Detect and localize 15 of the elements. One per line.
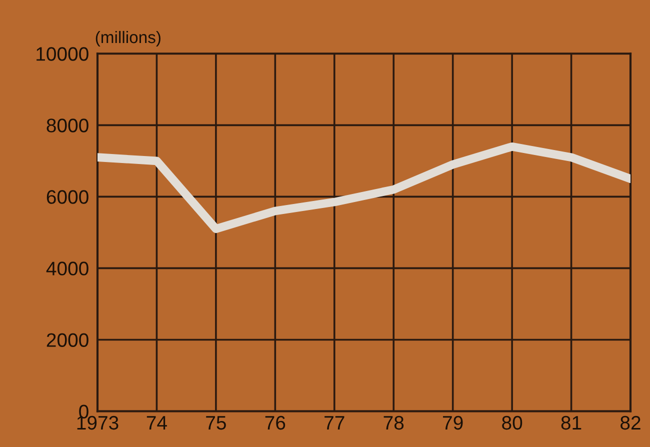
y-tick-label: 6000: [46, 190, 88, 204]
x-tick-label: 79: [443, 416, 463, 430]
y-tick-label: 8000: [46, 118, 88, 132]
y-tick-label: 2000: [46, 333, 88, 347]
y-tick-label: 4000: [46, 262, 88, 276]
x-tick-label: 82: [620, 416, 640, 430]
y-axis-title: (millions): [96, 30, 160, 46]
x-tick-label: 74: [146, 416, 167, 430]
x-tick-label: 77: [324, 416, 344, 430]
x-tick-label: 75: [206, 416, 226, 430]
x-tick-label: 80: [502, 416, 522, 430]
x-tick-label: 81: [561, 416, 582, 430]
x-tick-label: 78: [384, 416, 404, 430]
y-tick-label: 10000: [36, 47, 88, 61]
x-tick-label: 76: [265, 416, 286, 430]
